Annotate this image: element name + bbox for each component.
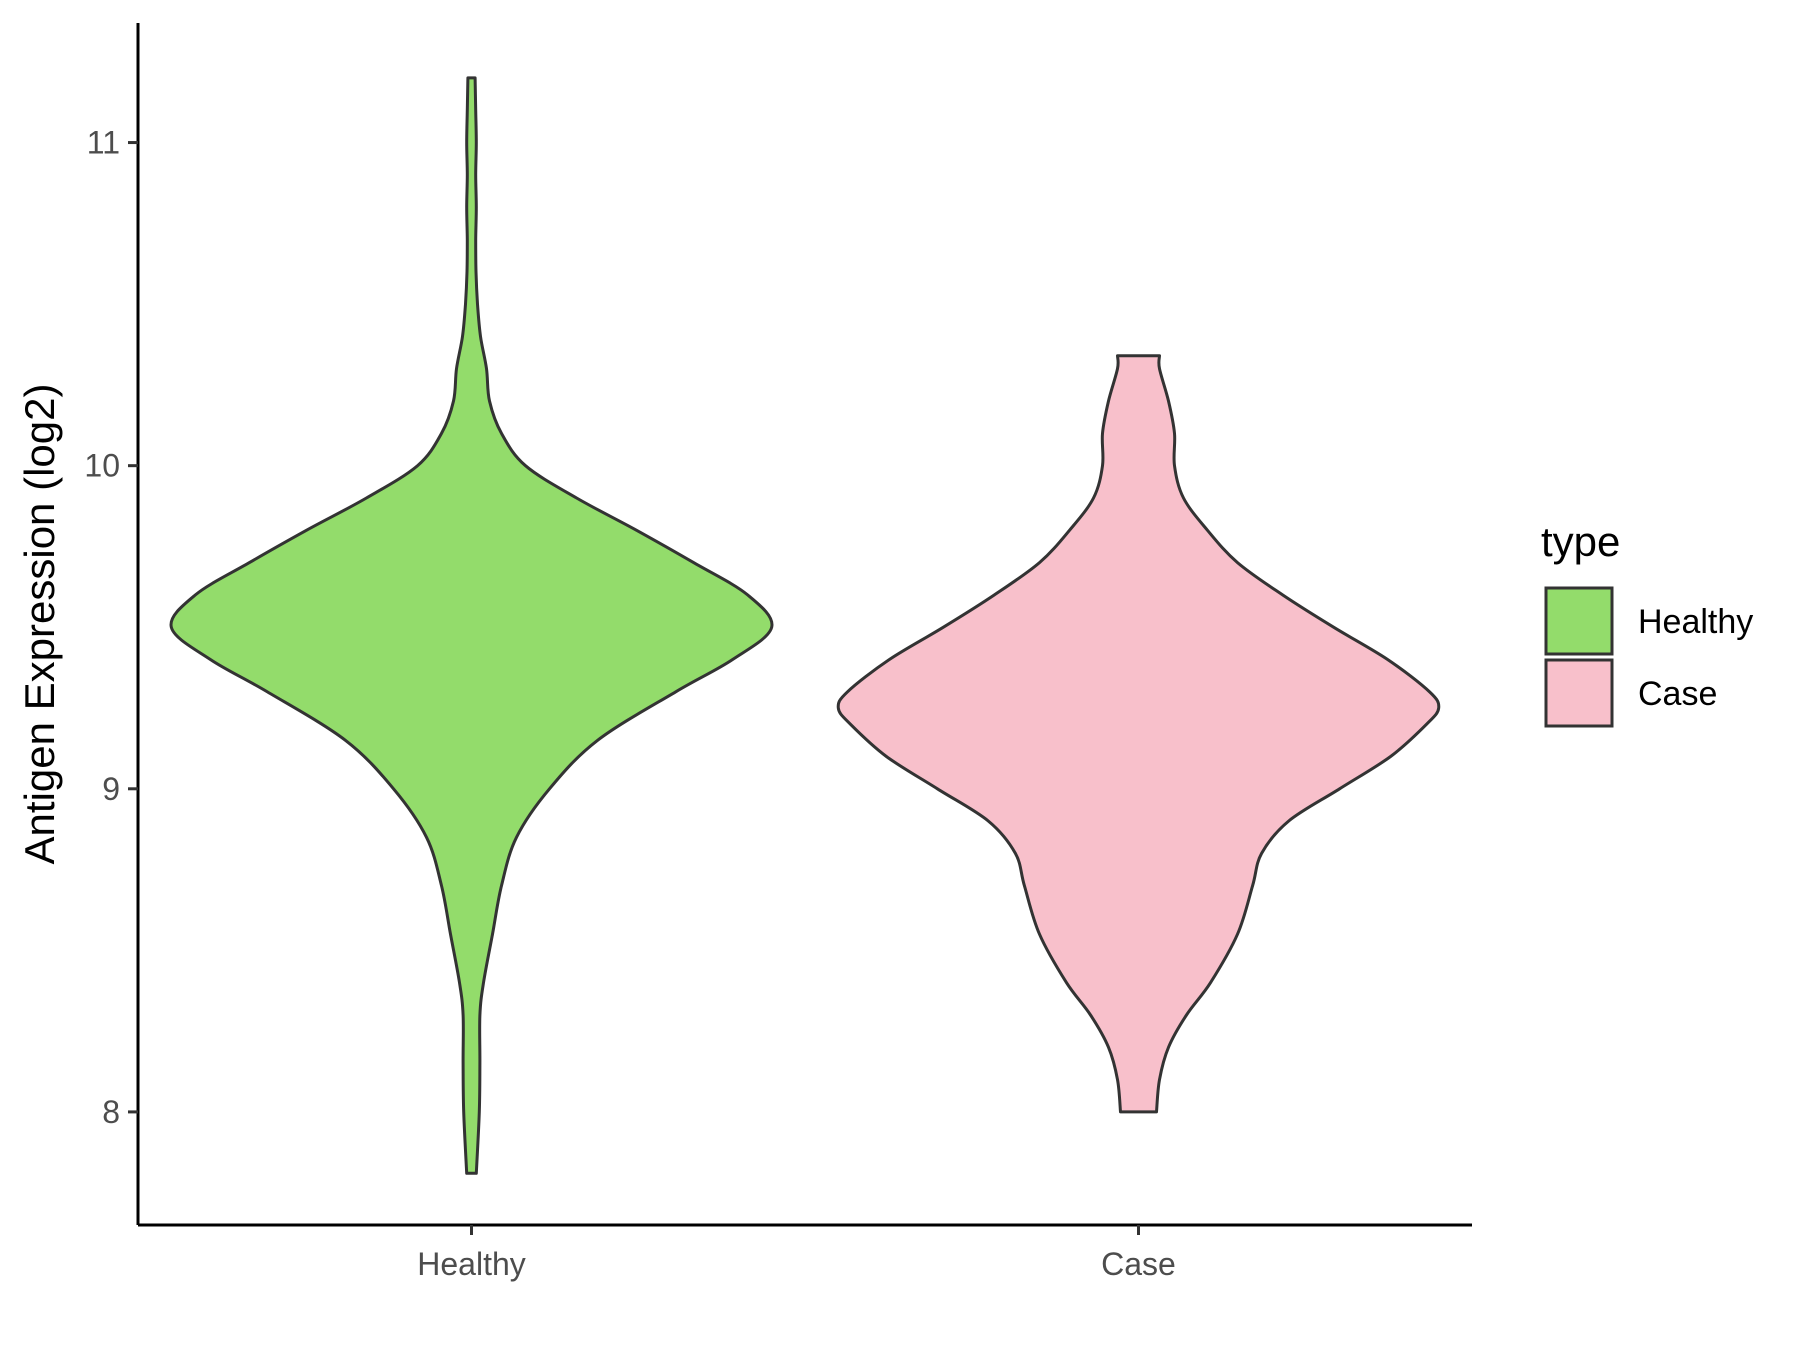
y-axis-title: Antigen Expression (log2) xyxy=(16,384,63,865)
legend-key-case xyxy=(1544,658,1614,728)
y-tick-label: 10 xyxy=(84,448,120,484)
violin-case xyxy=(836,354,1441,1114)
axes xyxy=(136,23,1472,1227)
y-tick-label: 8 xyxy=(102,1094,120,1130)
legend-key-healthy xyxy=(1544,586,1614,656)
y-tick-label: 11 xyxy=(87,125,120,161)
legend: type Healthy Case xyxy=(1541,518,1753,728)
violin-healthy xyxy=(169,76,774,1175)
x-tick-label: Case xyxy=(1101,1246,1176,1282)
legend-title: type xyxy=(1541,518,1620,565)
legend-label-case: Case xyxy=(1638,675,1717,713)
plot-area xyxy=(169,76,1441,1175)
legend-label-healthy: Healthy xyxy=(1638,603,1753,641)
x-tick-label: Healthy xyxy=(417,1246,526,1282)
y-tick-label: 9 xyxy=(102,771,120,807)
ticks: 8 9 10 11 Healthy Case xyxy=(84,125,1175,1282)
